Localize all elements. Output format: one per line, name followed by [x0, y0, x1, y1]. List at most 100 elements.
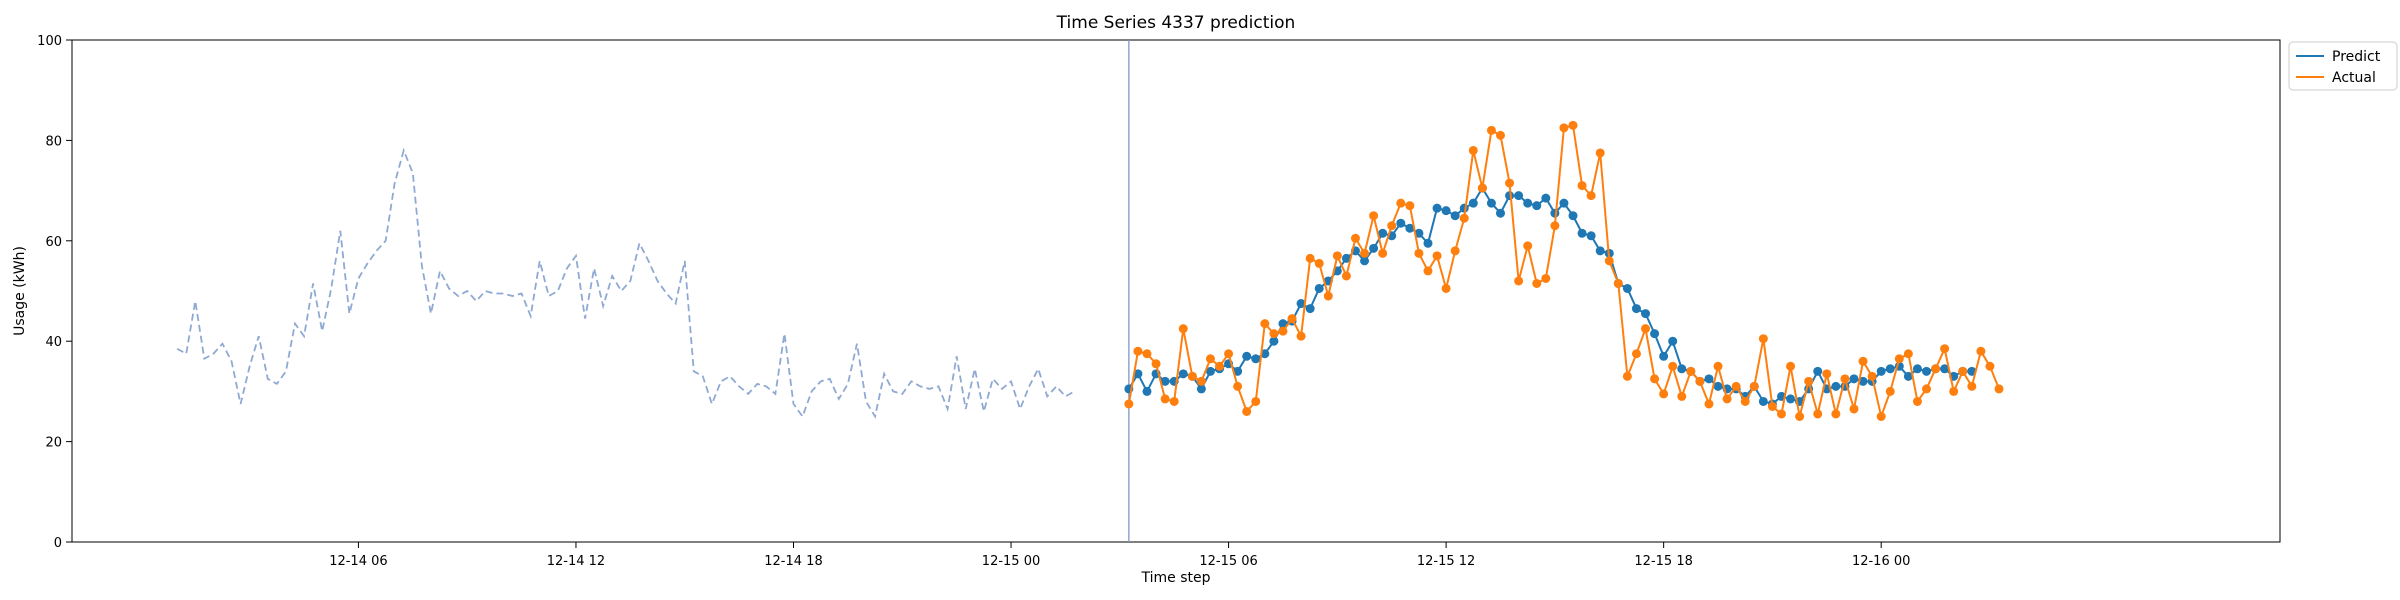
actual-point: [1360, 248, 1370, 258]
predict-point: [1967, 366, 1977, 376]
predict-point: [1903, 371, 1913, 381]
actual-point: [1931, 364, 1941, 374]
predict-point: [1514, 191, 1524, 201]
history-line: [176, 147, 1075, 419]
actual-point: [1894, 354, 1904, 364]
actual-point: [1876, 412, 1886, 421]
actual-point: [1495, 130, 1505, 140]
actual-point: [1668, 361, 1678, 371]
actual-point: [1550, 221, 1560, 231]
predict-point: [1940, 364, 1950, 374]
predict-point: [1233, 366, 1243, 376]
predict-point: [1622, 283, 1632, 293]
actual-point: [1595, 148, 1605, 158]
actual-point: [1215, 361, 1225, 371]
actual-point: [1332, 251, 1342, 261]
actual-point: [1967, 381, 1977, 391]
actual-point: [1994, 384, 2004, 394]
predict-point: [1876, 366, 1886, 376]
actual-point: [1650, 374, 1660, 384]
actual-point: [1903, 349, 1913, 359]
actual-point: [1251, 396, 1261, 406]
actual-point: [1468, 145, 1478, 155]
plot-frame: [71, 39, 2281, 543]
predict-point: [1314, 283, 1324, 293]
y-tick-label: 0: [54, 536, 62, 551]
y-axis: 0 20 40 60 80 100: [37, 34, 72, 551]
actual-point: [1722, 394, 1732, 404]
predict-point: [1858, 376, 1868, 386]
actual-point: [1840, 374, 1850, 384]
x-tick-label: 12-14 06: [329, 554, 387, 569]
actual-point: [1704, 399, 1714, 409]
predict-point: [1205, 366, 1215, 376]
predict-point: [1541, 193, 1551, 203]
actual-point: [1831, 409, 1841, 419]
actual-point: [1749, 381, 1759, 391]
actual-point: [1604, 256, 1614, 266]
actual-point: [1369, 211, 1379, 221]
actual-point: [1187, 371, 1197, 381]
actual-point: [1278, 326, 1288, 336]
actual-point: [1940, 344, 1950, 354]
actual-point: [1577, 181, 1587, 191]
actual-point: [1323, 291, 1333, 301]
actual-point: [1314, 258, 1324, 268]
predict-point: [1441, 206, 1451, 216]
predict-point: [1568, 211, 1578, 221]
actual-point: [1224, 349, 1234, 359]
predict-point: [1595, 246, 1605, 256]
predict-point: [1378, 228, 1388, 238]
predict-point: [1577, 228, 1587, 238]
predict-point: [1922, 366, 1932, 376]
actual-point: [1758, 334, 1768, 344]
predict-point: [1677, 364, 1687, 374]
y-tick-label: 40: [45, 335, 62, 350]
predict-point: [1468, 198, 1478, 208]
legend-predict-label: Predict: [2332, 49, 2381, 65]
actual-point: [1922, 384, 1932, 394]
x-tick-label: 12-15 06: [1199, 554, 1257, 569]
predict-point: [1631, 304, 1641, 314]
actual-point: [1740, 396, 1750, 406]
predict-point: [1523, 198, 1533, 208]
predict-point: [1160, 376, 1170, 386]
actual-point: [1867, 371, 1877, 381]
actual-point: [1450, 246, 1460, 256]
x-tick-label: 12-15 00: [982, 554, 1040, 569]
actual-point: [1695, 376, 1705, 386]
predict-point: [1495, 208, 1505, 218]
actual-point: [1559, 123, 1569, 133]
actual-point: [1260, 319, 1270, 329]
actual-point: [1160, 394, 1170, 404]
predict-point: [1423, 238, 1433, 248]
y-tick-label: 60: [45, 235, 62, 250]
predict-point: [1360, 256, 1370, 266]
actual-point: [1568, 120, 1578, 130]
actual-point: [1976, 346, 1986, 356]
actual-point: [1631, 349, 1641, 359]
actual-point: [1505, 178, 1515, 188]
actual-point: [1396, 198, 1406, 208]
x-tick-label: 12-15 18: [1634, 554, 1692, 569]
actual-point: [1378, 248, 1388, 258]
actual-point: [1541, 273, 1551, 283]
actual-point: [1296, 331, 1306, 341]
predict-point: [1341, 253, 1351, 263]
predict-point: [1369, 243, 1379, 253]
predict-point: [1269, 336, 1279, 346]
predict-point: [1432, 203, 1442, 213]
actual-point: [1387, 221, 1397, 231]
actual-point: [1586, 191, 1596, 201]
predict-point: [1885, 364, 1895, 374]
actual-point: [1405, 201, 1415, 211]
actual-point: [1124, 399, 1134, 409]
series-layer: [176, 40, 2004, 542]
plot-area: [71, 39, 2281, 543]
legend: Predict Actual: [2288, 41, 2398, 91]
predict-point: [1278, 319, 1288, 329]
actual-point: [1849, 404, 1859, 414]
actual-point: [1477, 183, 1487, 193]
actual-point: [1786, 361, 1796, 371]
